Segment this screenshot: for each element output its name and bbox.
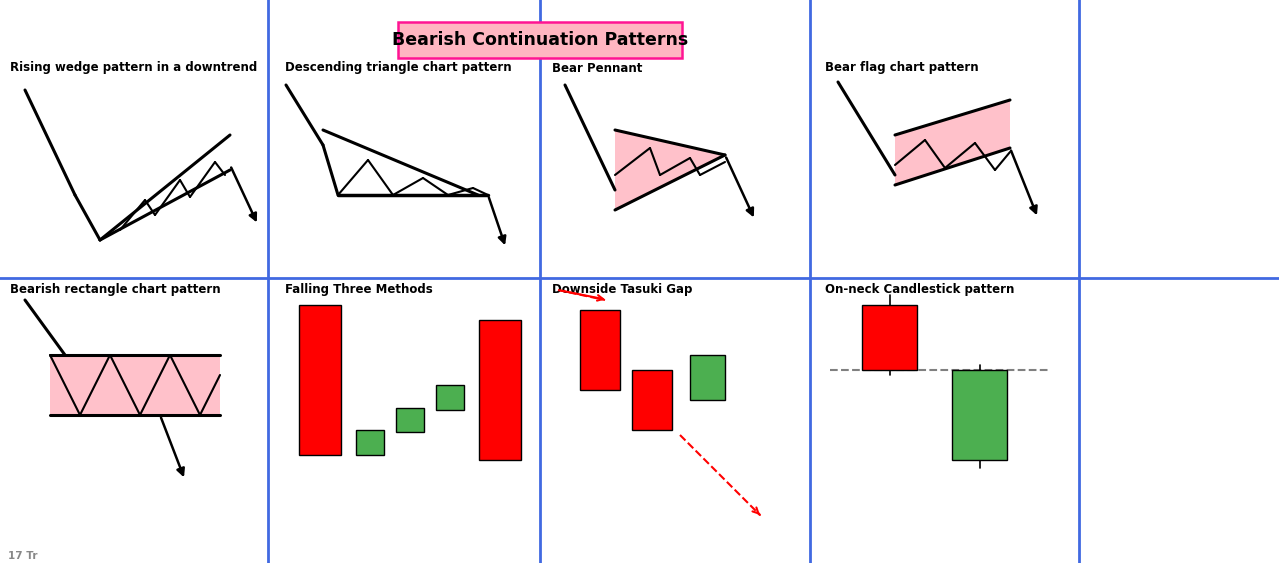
Text: Falling Three Methods: Falling Three Methods xyxy=(285,284,432,297)
Bar xyxy=(953,370,1008,460)
Polygon shape xyxy=(615,130,725,210)
Text: Bearish Continuation Patterns: Bearish Continuation Patterns xyxy=(391,31,688,49)
Bar xyxy=(632,370,671,430)
Bar xyxy=(579,310,620,390)
FancyBboxPatch shape xyxy=(398,22,682,58)
Text: Bear Pennant: Bear Pennant xyxy=(553,61,642,74)
Text: Bearish rectangle chart pattern: Bearish rectangle chart pattern xyxy=(10,284,220,297)
Bar xyxy=(299,305,341,455)
Text: Downside Tasuki Gap: Downside Tasuki Gap xyxy=(553,284,692,297)
Bar xyxy=(691,355,725,400)
Bar xyxy=(356,430,384,455)
Text: 17 Tr: 17 Tr xyxy=(8,551,37,561)
Bar xyxy=(396,408,425,432)
Bar xyxy=(480,320,521,460)
Text: Descending triangle chart pattern: Descending triangle chart pattern xyxy=(285,61,512,74)
Bar xyxy=(862,305,917,370)
Bar xyxy=(436,385,464,410)
Text: On-neck Candlestick pattern: On-neck Candlestick pattern xyxy=(825,284,1014,297)
Polygon shape xyxy=(895,100,1010,185)
Bar xyxy=(50,355,220,415)
Text: Bear flag chart pattern: Bear flag chart pattern xyxy=(825,61,978,74)
Text: Rising wedge pattern in a downtrend: Rising wedge pattern in a downtrend xyxy=(10,61,257,74)
